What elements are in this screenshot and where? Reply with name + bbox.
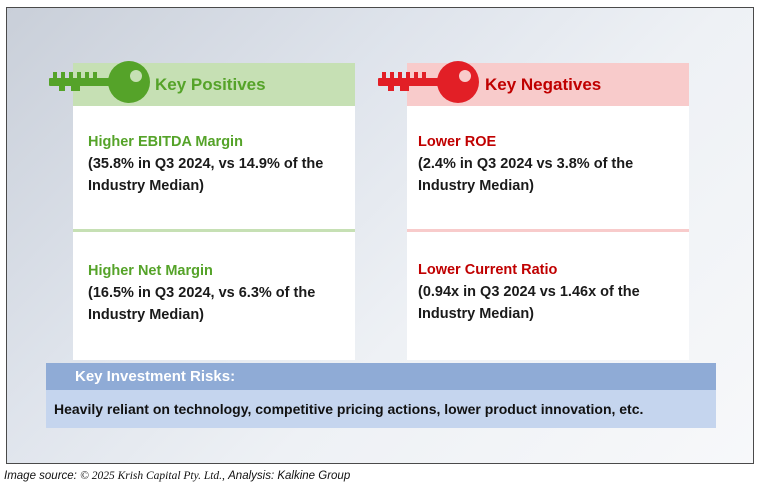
source-prefix: Image source: xyxy=(4,470,77,482)
positive-item-line: (16.5% in Q3 2024, vs 6.3% of the xyxy=(88,285,316,301)
source-analysis: Analysis: Kalkine Group xyxy=(228,470,351,482)
negatives-panel xyxy=(407,106,689,360)
negative-item-roe: Lower ROE (2.4% in Q3 2024 vs 3.8% of th… xyxy=(418,134,684,197)
positive-item-ebitda: Higher EBITDA Margin (35.8% in Q3 2024, … xyxy=(88,134,350,197)
negative-item-line: (2.4% in Q3 2024 vs 3.8% of the xyxy=(418,156,634,172)
source-copyright: © 2025 Krish Capital Pty. Ltd., xyxy=(80,470,225,482)
negative-item-line: (0.94x in Q3 2024 vs 1.46x of the xyxy=(418,284,640,300)
green-key-icon xyxy=(49,61,150,103)
positive-item-heading: Higher Net Margin xyxy=(88,263,213,279)
positives-title: Key Positives xyxy=(155,74,266,94)
positive-item-line: Industry Median) xyxy=(88,178,205,194)
negative-item-line: Industry Median) xyxy=(418,178,535,194)
red-key-icon xyxy=(378,61,479,103)
negative-item-heading: Lower ROE xyxy=(418,134,497,150)
risks-text: Heavily reliant on technology, competiti… xyxy=(54,401,644,417)
negatives-divider xyxy=(407,229,689,232)
positives-panel xyxy=(73,106,355,360)
positive-item-net-margin: Higher Net Margin (16.5% in Q3 2024, vs … xyxy=(88,263,350,326)
negative-item-line: Industry Median) xyxy=(418,306,535,322)
positive-item-line: Industry Median) xyxy=(88,307,205,323)
positive-item-heading: Higher EBITDA Margin xyxy=(88,134,243,150)
risks-header: Key Investment Risks: xyxy=(46,363,716,390)
negatives-title: Key Negatives xyxy=(485,74,602,94)
positive-item-line: (35.8% in Q3 2024, vs 14.9% of the xyxy=(88,156,324,172)
risks-body: Heavily reliant on technology, competiti… xyxy=(46,390,716,428)
risks-title: Key Investment Risks: xyxy=(75,368,236,385)
negative-item-heading: Lower Current Ratio xyxy=(418,262,558,278)
negative-item-current-ratio: Lower Current Ratio (0.94x in Q3 2024 vs… xyxy=(418,262,684,325)
image-source-caption: Image source: © 2025 Krish Capital Pty. … xyxy=(4,470,350,482)
positives-divider xyxy=(73,229,355,232)
